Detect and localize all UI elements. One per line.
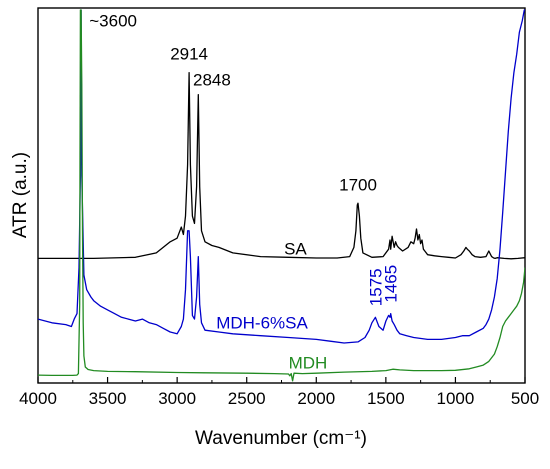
peak-label: 1465	[382, 265, 401, 303]
peak-label: 2914	[170, 45, 208, 64]
y-axis-title: ATR (a.u.)	[10, 152, 31, 238]
series-line-2	[38, 9, 525, 382]
x-tick-label: 500	[511, 389, 539, 408]
series-label: MDH	[289, 353, 328, 372]
peak-label: 2848	[193, 70, 231, 89]
x-tick-label: 3500	[89, 389, 127, 408]
series-label-layer: SA MDH-6%SA MDH	[216, 239, 327, 372]
x-tick-label: 4000	[19, 389, 57, 408]
series-line-0	[38, 71, 525, 260]
x-axis-ticks: 4000 3500 3000 2500 2000 1500 1000 500	[19, 377, 539, 408]
x-tick-label: 3000	[158, 389, 196, 408]
x-tick-label: 2000	[297, 389, 335, 408]
series-label: MDH-6%SA	[216, 313, 308, 332]
x-tick-label: 1500	[367, 389, 405, 408]
x-tick-label: 2500	[228, 389, 266, 408]
x-axis-title: Wavenumber (cm⁻¹)	[195, 428, 367, 449]
series-label: SA	[284, 239, 307, 258]
series-line-1	[38, 9, 525, 344]
series-layer	[38, 9, 525, 382]
peak-label: 1575	[366, 268, 385, 306]
x-tick-label: 1000	[437, 389, 475, 408]
peak-label: 1700	[339, 175, 377, 194]
peak-label: ~3600	[89, 12, 137, 31]
